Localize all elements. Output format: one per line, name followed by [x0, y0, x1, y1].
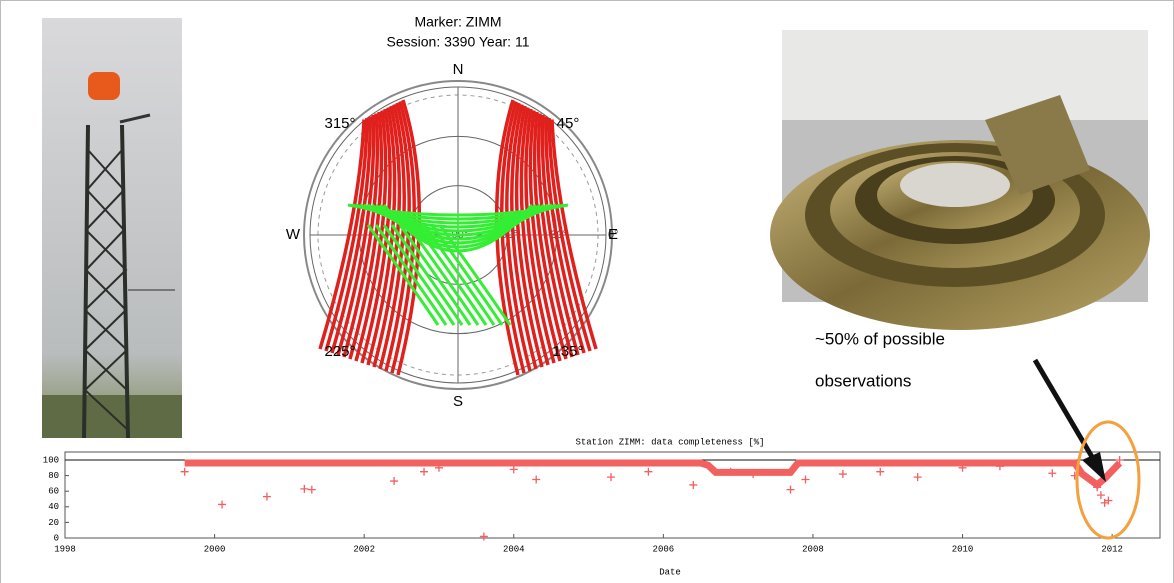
track [422, 224, 496, 326]
azimuth-label: 135° [552, 343, 583, 360]
data-point [390, 477, 399, 486]
data-point [749, 470, 758, 479]
data-point [532, 475, 541, 484]
arrow [1032, 358, 1098, 464]
data-point [838, 470, 847, 479]
data-point [479, 532, 488, 541]
data-point [180, 467, 189, 476]
x-tick-label: 2008 [802, 544, 824, 554]
y-tick-label: 40 [48, 502, 59, 512]
data-point [726, 467, 735, 476]
data-point [218, 500, 227, 509]
data-point [607, 473, 616, 482]
data-point [1115, 456, 1124, 464]
data-point [644, 467, 653, 476]
completeness-chart: Station ZIMM: data completeness [%] Date… [43, 437, 1161, 577]
track [374, 224, 448, 326]
data-point [434, 463, 443, 472]
chart-title: Station ZIMM: data completeness [%] [575, 437, 764, 447]
track [372, 105, 402, 368]
track [550, 119, 598, 350]
data-point [689, 480, 698, 489]
x-tick-label: 2002 [353, 544, 375, 554]
annotation-text: observations [815, 371, 911, 390]
track [336, 114, 376, 356]
track [519, 107, 550, 366]
data-point [509, 465, 518, 474]
data-point [876, 467, 885, 476]
data-point [801, 475, 810, 484]
data-point [420, 467, 429, 476]
completeness-band [184, 459, 1123, 490]
track [540, 114, 580, 356]
azimuth-label: 225° [324, 343, 355, 360]
track [524, 108, 556, 364]
skyplot: Marker: ZIMM Session: 3390 Year: 11 90° 6… [286, 14, 619, 410]
track [532, 111, 568, 360]
data-point [1048, 469, 1057, 478]
track [528, 110, 562, 362]
y-tick-label: 20 [48, 518, 59, 528]
data-point [300, 484, 309, 493]
data-point [786, 485, 795, 494]
track [547, 117, 592, 352]
arrow-head [1082, 452, 1106, 482]
track [438, 224, 512, 326]
track [324, 117, 369, 352]
data-point [1085, 475, 1094, 484]
y-tick-label: 80 [48, 471, 59, 481]
data-point [1096, 491, 1105, 500]
x-tick-label: 2004 [503, 544, 525, 554]
annotation-text: ~50% of possible [815, 329, 945, 348]
track [354, 110, 388, 362]
data-point [1104, 496, 1113, 505]
track [330, 116, 372, 354]
y-tick-label: 0 [54, 533, 59, 543]
track [544, 116, 586, 354]
track [390, 224, 464, 326]
elevation-label: 0° [608, 229, 619, 241]
outer-rim [303, 80, 613, 390]
highlight-ellipse [1075, 420, 1141, 540]
x-tick-label: 2010 [952, 544, 974, 554]
track [430, 224, 504, 326]
skyplot-title: Marker: ZIMM [414, 14, 501, 30]
track [536, 113, 574, 358]
data-point [995, 462, 1004, 471]
track [318, 119, 366, 350]
track [514, 105, 544, 368]
plot-frame [64, 451, 1161, 539]
x-axis-label: Date [659, 567, 681, 577]
photo-mast [42, 18, 182, 439]
x-tick-label: 2006 [653, 544, 675, 554]
x-tick-label: 1998 [54, 544, 76, 554]
data-point [913, 473, 922, 482]
azimuth-label: 45° [557, 115, 580, 132]
direction-label: S [453, 393, 463, 410]
photo-antenna [770, 30, 1150, 330]
skyplot-subtitle: Session: 3390 Year: 11 [387, 34, 530, 50]
data-point [307, 485, 316, 494]
data-point [1093, 483, 1102, 492]
x-tick-label: 2000 [204, 544, 226, 554]
y-tick-label: 100 [43, 455, 59, 465]
track [398, 224, 472, 326]
azimuth-label: 315° [324, 115, 355, 132]
track [406, 224, 480, 326]
track [360, 108, 392, 364]
x-tick-label: 2012 [1101, 544, 1123, 554]
direction-label: W [286, 226, 301, 243]
data-point [262, 492, 271, 501]
y-tick-label: 60 [48, 487, 59, 497]
annotation: ~50% of possible observations [815, 329, 1141, 540]
track [382, 224, 456, 326]
track [366, 224, 440, 326]
direction-label: N [453, 61, 464, 78]
direction-label: E [608, 226, 618, 243]
track [342, 113, 380, 358]
data-point [958, 463, 967, 472]
